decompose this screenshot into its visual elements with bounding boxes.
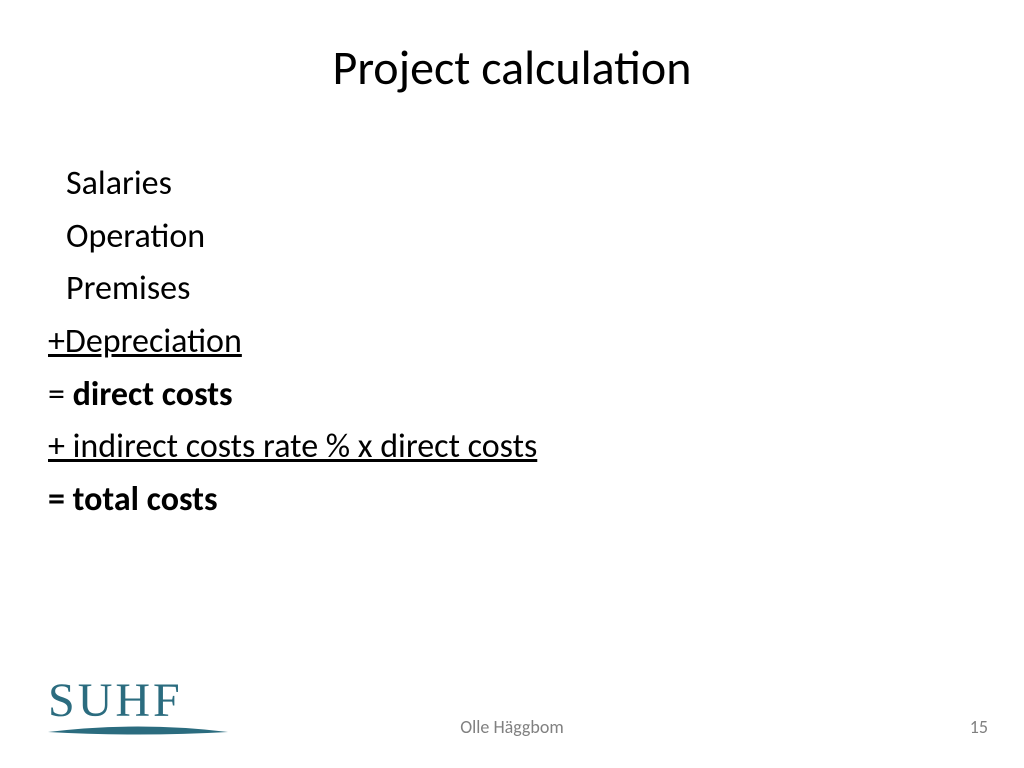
line-premises: Premises bbox=[48, 263, 960, 316]
line-depreciation-text: +Depreciation bbox=[48, 321, 242, 362]
slide: Project calculation Salaries Operation P… bbox=[0, 0, 1024, 768]
footer-page-number: 15 bbox=[970, 716, 988, 738]
line-salaries: Salaries bbox=[48, 158, 960, 211]
footer-author: Olle Häggbom bbox=[0, 716, 1024, 738]
line-indirect: + indirect costs rate % x direct costs bbox=[48, 421, 960, 474]
slide-title: Project calculation bbox=[0, 38, 1024, 97]
line-direct-text: direct costs bbox=[73, 374, 233, 415]
slide-content: Salaries Operation Premises +Depreciatio… bbox=[48, 158, 960, 527]
line-total-costs: = total costs bbox=[48, 474, 960, 527]
line-direct-costs: = direct costs bbox=[48, 369, 960, 422]
line-indirect-text: + indirect costs rate % x direct costs bbox=[48, 426, 537, 467]
line-direct-prefix: = bbox=[48, 374, 73, 415]
line-operation: Operation bbox=[48, 211, 960, 264]
line-total-prefix: = bbox=[48, 479, 73, 520]
line-depreciation: +Depreciation bbox=[48, 316, 960, 369]
line-total-text: total costs bbox=[73, 479, 218, 520]
